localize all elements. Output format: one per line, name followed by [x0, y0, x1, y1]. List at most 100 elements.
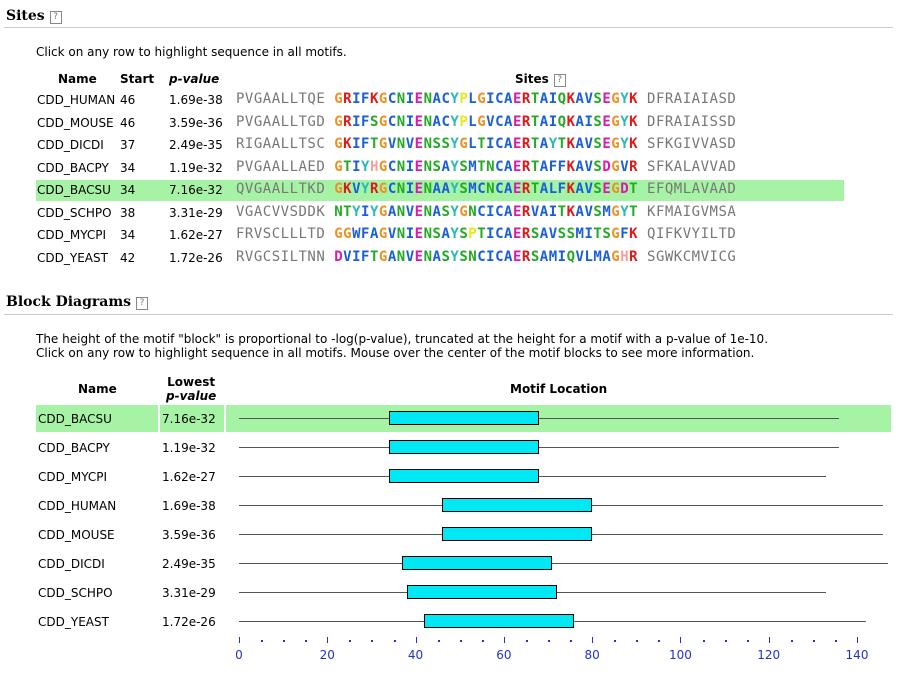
block-row[interactable]: CDD_BACPY 1.19e-32	[36, 434, 891, 461]
block-header-lowest: Lowest	[167, 375, 216, 389]
sites-row[interactable]: CDD_MYCPI 34 1.62e-27 FRVSCLLLTD GGWFAGVNIE…	[36, 225, 844, 246]
motif-block[interactable]	[389, 469, 540, 483]
sites-row[interactable]: CDD_DICDI 37 2.49e-35 RIGAALLTSC GKIFTGVNVE…	[36, 135, 844, 156]
block-row-name: CDD_BACPY	[38, 441, 110, 455]
axis-tick	[460, 640, 462, 642]
block-row[interactable]: CDD_YEAST 1.72e-26	[36, 608, 891, 635]
motif-block[interactable]	[389, 411, 540, 425]
block-note-2: Click on any row to highlight sequence i…	[36, 346, 755, 360]
cell-separator	[158, 521, 160, 548]
sequence-line	[239, 418, 840, 419]
sites-header-start: Start	[120, 72, 155, 86]
motif-site: GKIFTGVNVENSSYGLTICAERTAYTKAVSEGYK	[334, 136, 639, 152]
block-row[interactable]: CDD_MYCPI 1.62e-27	[36, 463, 891, 490]
block-row[interactable]: CDD_HUMAN 1.69e-38	[36, 492, 891, 519]
block-row-pvalue: 2.49e-35	[162, 557, 216, 571]
block-note-1: The height of the motif "block" is propo…	[36, 332, 769, 346]
sites-row-sequence: PVGAALLTGD GRIFSGCNIENACYPLGVCAERTAIQKAI…	[236, 114, 736, 130]
cell-separator	[224, 521, 226, 548]
axis-tick	[283, 640, 285, 642]
axis-tick	[482, 640, 484, 642]
axis-tick	[835, 640, 837, 642]
block-row[interactable]: CDD_SCHPO 3.31e-29	[36, 579, 891, 606]
left-flank: RIGAALLTSC	[236, 136, 335, 152]
axis-tick	[747, 640, 749, 642]
cell-separator	[158, 579, 160, 606]
cell-separator	[158, 405, 160, 432]
cell-separator	[158, 492, 160, 519]
motif-block[interactable]	[406, 585, 557, 599]
motif-block[interactable]	[442, 527, 593, 541]
help-icon[interactable]: ?	[49, 11, 62, 24]
block-row-name: CDD_YEAST	[38, 615, 109, 629]
sites-row[interactable]: CDD_BACPY 34 1.19e-32 PVGAALLAED GTIYHGCNIE…	[36, 158, 844, 179]
axis-tick	[349, 640, 351, 642]
axis-tick	[327, 637, 328, 643]
sites-row-pvalue: 3.59e-36	[169, 115, 223, 130]
cell-separator	[158, 608, 160, 635]
axis-tick	[438, 640, 440, 642]
block-row[interactable]: CDD_DICDI 2.49e-35	[36, 550, 891, 577]
block-row[interactable]: CDD_BACSU 7.16e-32	[36, 405, 891, 432]
sites-row-name: CDD_YEAST	[37, 250, 108, 265]
sites-header-sites-label: Sites	[515, 72, 549, 86]
cell-separator	[224, 463, 226, 490]
axis-tick	[548, 640, 550, 642]
axis-tick	[769, 637, 770, 643]
axis-tick	[305, 640, 307, 642]
left-flank: VGACVVSDDK	[236, 203, 335, 220]
cell-separator	[224, 434, 226, 461]
right-flank: KFMAIGVMSA	[638, 203, 737, 220]
block-row-pvalue: 1.72e-26	[162, 615, 216, 629]
sites-row-pvalue: 2.49e-35	[169, 138, 223, 152]
block-row-name: CDD_BACSU	[38, 412, 112, 426]
block-row-name: CDD_DICDI	[38, 557, 105, 571]
cell-separator	[158, 434, 160, 461]
sites-row-start: 42	[120, 250, 136, 265]
block-section-title: Block Diagrams?	[6, 294, 149, 310]
sites-row[interactable]: CDD_HUMAN 46 1.69e-38 PVGAALLTQE GRIFKGCNIE…	[36, 90, 844, 111]
sites-row-start: 46	[120, 115, 136, 130]
block-row-pvalue: 1.19e-32	[162, 441, 216, 455]
axis-tick	[504, 637, 505, 643]
axis-tick	[680, 637, 681, 643]
sites-row-name: CDD_BACSU	[37, 183, 111, 197]
sites-section-title: Sites?	[6, 8, 62, 24]
help-icon[interactable]: ?	[136, 297, 149, 310]
sites-row-name: CDD_MYCPI	[37, 228, 107, 242]
axis-tick-label: 20	[319, 648, 335, 662]
sites-row-pvalue: 3.31e-29	[169, 205, 223, 220]
motif-site: GKVYRGCNIENAAYSMCNCAERTALFKAVSEGDT	[334, 181, 639, 197]
sites-row-sequence: PVGAALLAED GTIYHGCNIENSAYSMTNCAERTAFFKAV…	[236, 159, 736, 175]
block-title-text: Block Diagrams	[6, 294, 132, 310]
axis-tick	[570, 640, 572, 642]
block-row-name: CDD_MOUSE	[38, 528, 115, 542]
axis-tick	[813, 640, 815, 642]
right-flank: QIFKVYILTD	[638, 226, 737, 242]
motif-block[interactable]	[424, 614, 575, 628]
sites-note: Click on any row to highlight sequence i…	[36, 45, 347, 59]
axis-tick	[857, 637, 858, 643]
help-icon[interactable]: ?	[553, 74, 566, 87]
sites-row[interactable]: CDD_YEAST 42 1.72e-26 RVGCSILTNN DVIFTGANVE…	[36, 248, 844, 269]
block-row-name: CDD_SCHPO	[38, 586, 113, 600]
block-header-pvalue-label: p-value	[166, 389, 217, 403]
block-divider	[4, 314, 893, 315]
sites-row[interactable]: CDD_SCHPO 38 3.31e-29 VGACVVSDDK NTYIYGANVE…	[36, 203, 844, 224]
sites-row[interactable]: CDD_BACSU 34 7.16e-32 QVGAALLTKD GKVYRGCNIE…	[36, 180, 844, 201]
sites-row-name: CDD_SCHPO	[37, 205, 112, 220]
motif-site: GTIYHGCNIENSAYSMTNCAERTAFFKAVSDGVR	[334, 158, 639, 175]
block-row-name: CDD_HUMAN	[38, 499, 117, 513]
axis-tick-label: 80	[584, 648, 600, 662]
motif-block[interactable]	[442, 498, 593, 512]
sites-row-pvalue: 1.62e-27	[169, 228, 223, 242]
axis-tick	[239, 637, 240, 643]
sites-row[interactable]: CDD_MOUSE 46 3.59e-36 PVGAALLTGD GRIFSGCNIE…	[36, 113, 844, 134]
axis-tick-label: 120	[757, 648, 781, 662]
motif-block[interactable]	[402, 556, 553, 570]
left-flank: RVGCSILTNN	[236, 248, 335, 265]
motif-block[interactable]	[389, 440, 540, 454]
block-row[interactable]: CDD_MOUSE 3.59e-36	[36, 521, 891, 548]
sites-row-start: 34	[120, 183, 136, 197]
cell-separator	[224, 492, 226, 519]
